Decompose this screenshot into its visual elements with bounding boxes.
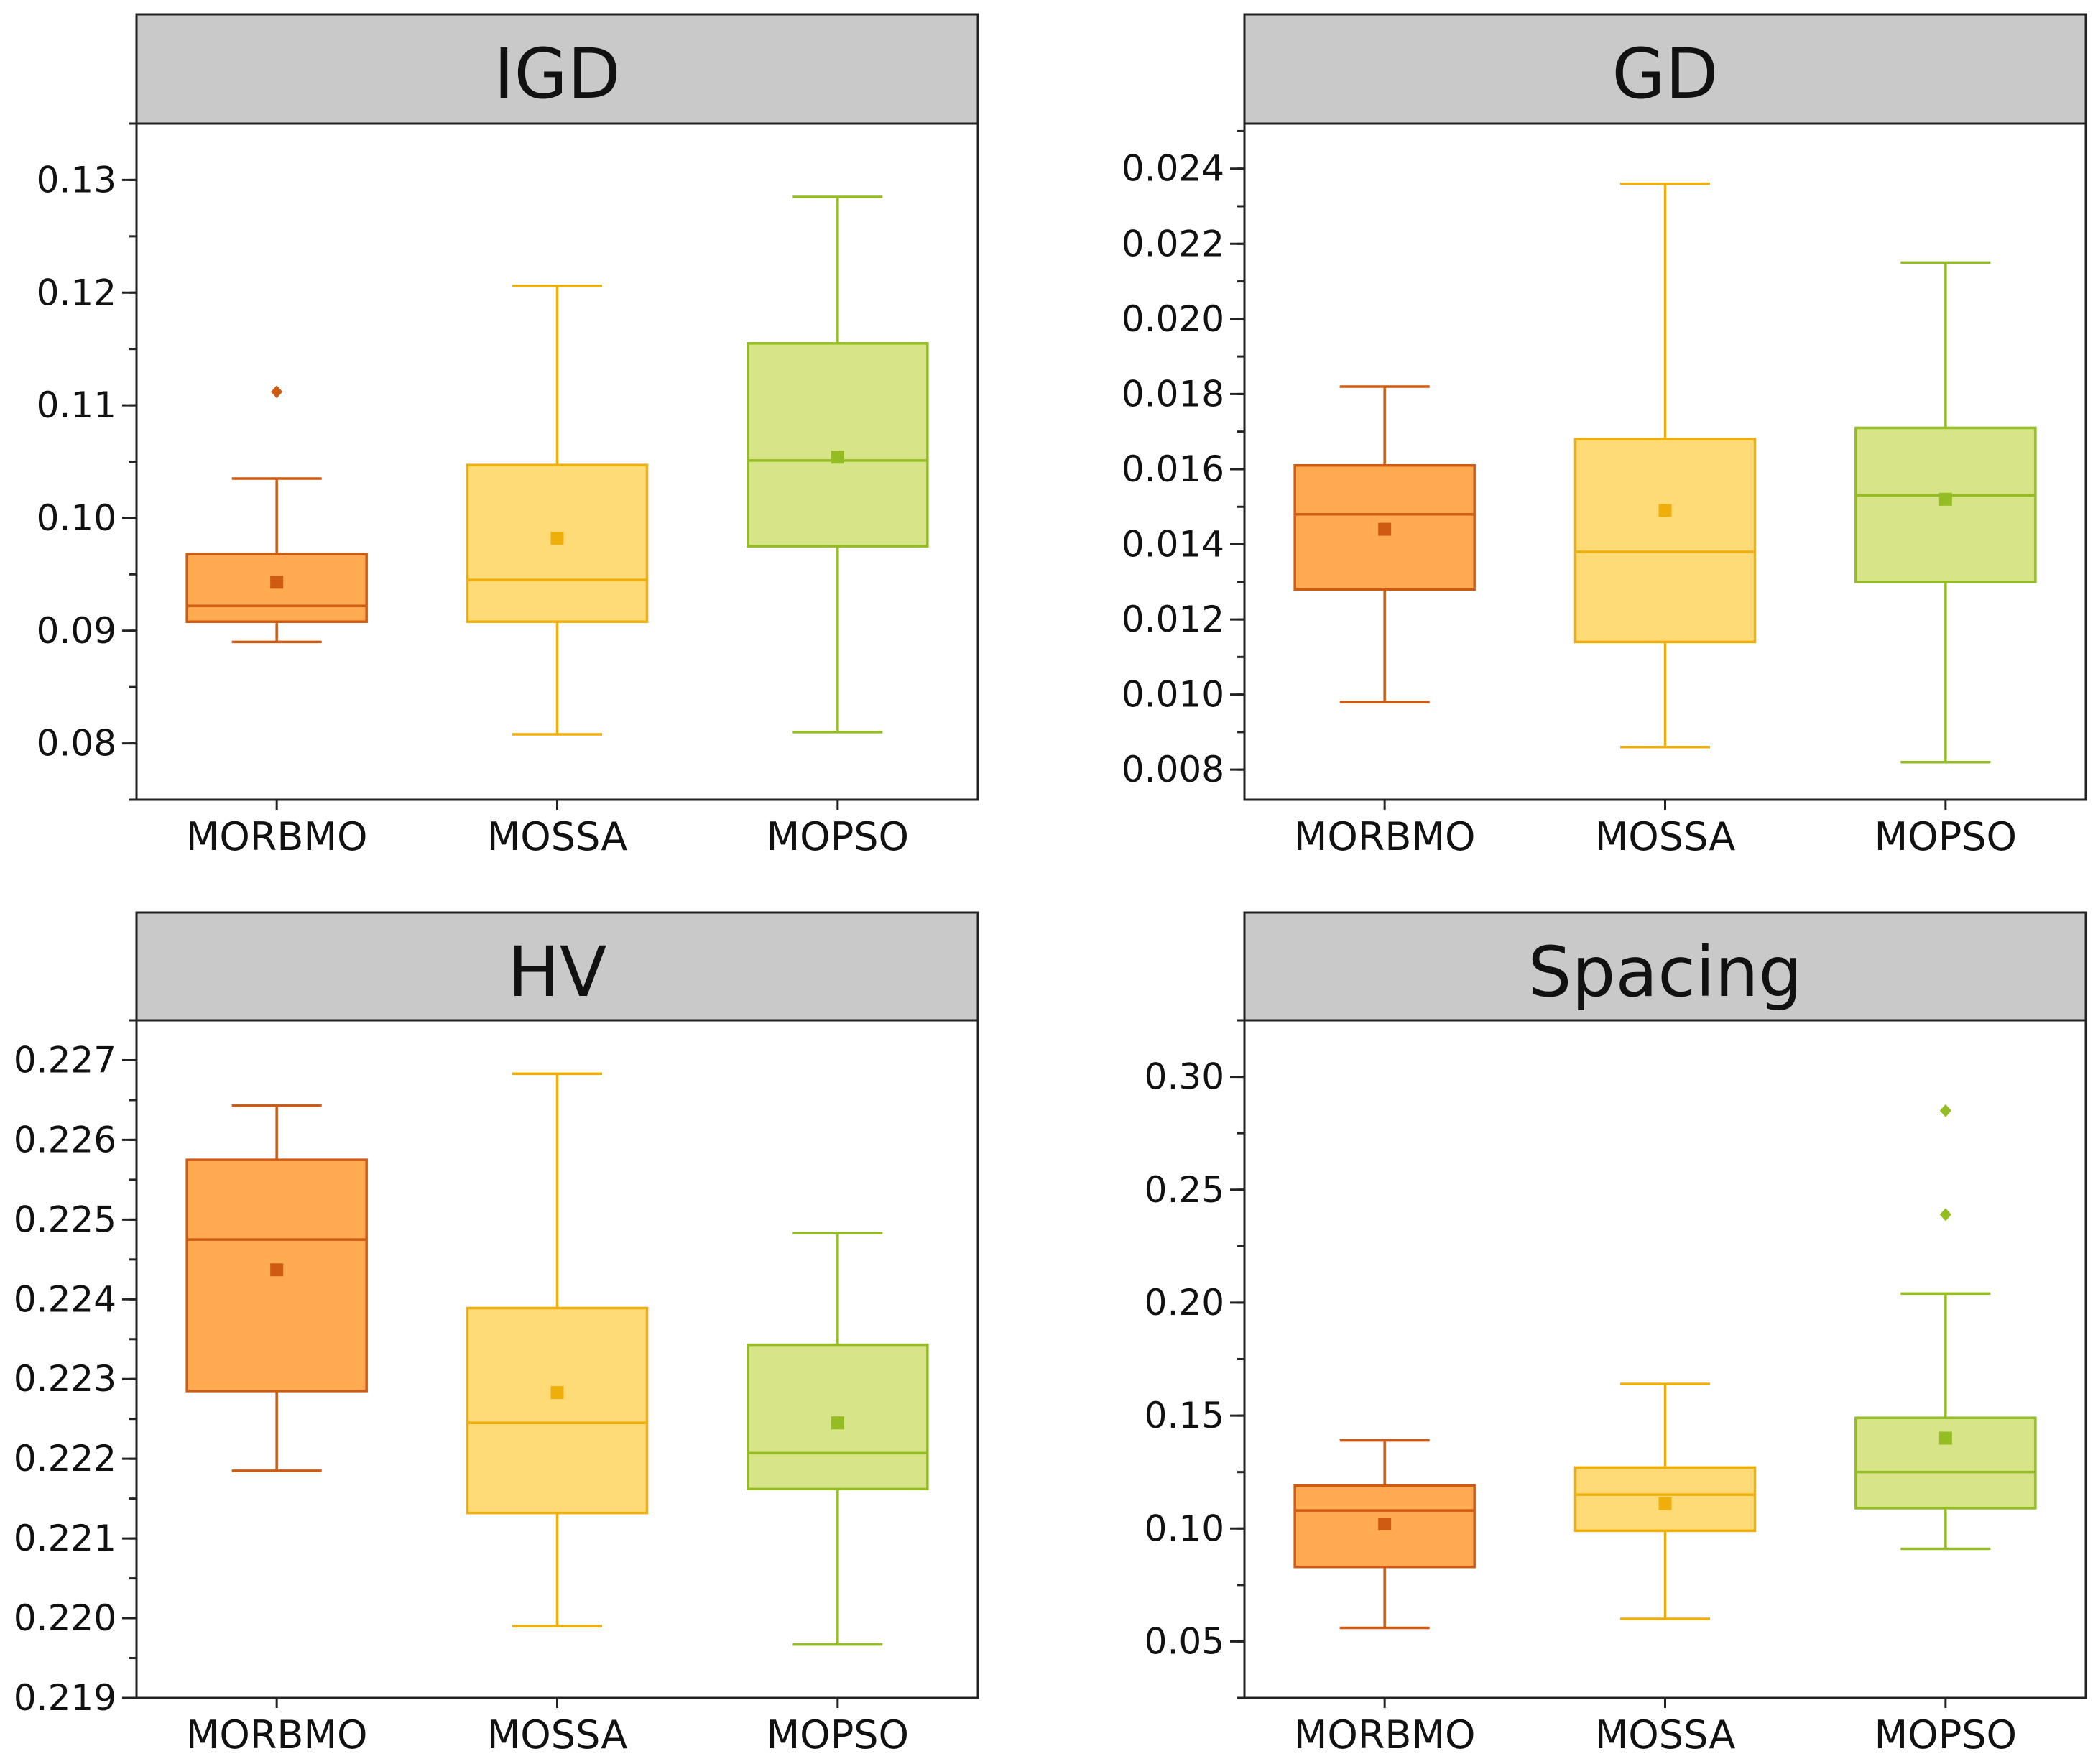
y-tick-label: 0.012 [1122, 599, 1224, 640]
iqr-box [466, 1306, 649, 1515]
panel-title: IGD [494, 34, 621, 114]
y-tick-label: 0.016 [1122, 448, 1224, 490]
chart-panel-igd: IGD 0.08 0.09 0.10 0.11 0.12 0.13 MORBMO MOSSA MO… [37, 13, 979, 859]
panel-header [135, 911, 979, 1022]
y-tick-label: 0.020 [1122, 298, 1224, 340]
y-tick-label: 0.11 [37, 384, 116, 426]
y-tick-label: 0.12 [37, 272, 116, 313]
x-category-label: MORBMO [1294, 814, 1476, 859]
mean-marker [270, 1263, 284, 1277]
box-mopso [1854, 1104, 2037, 1551]
outlier-point [271, 385, 283, 399]
x-category-label: MOPSO [767, 814, 909, 859]
x-category-label: MOPSO [1875, 814, 2017, 859]
mean-marker [831, 451, 844, 464]
y-tick-label: 0.010 [1122, 674, 1224, 716]
y-tick-label: 0.224 [14, 1278, 116, 1320]
mean-marker [550, 532, 564, 545]
iqr-box [747, 342, 929, 548]
y-tick-label: 0.226 [14, 1119, 116, 1160]
mean-marker [550, 1386, 564, 1400]
y-tick-label: 0.08 [37, 723, 116, 765]
mean-marker [1938, 492, 1952, 506]
box-morbmo [1293, 1439, 1476, 1630]
box-morbmo [1293, 385, 1476, 703]
mean-marker [1938, 1431, 1952, 1445]
box-mopso [747, 195, 929, 734]
iqr-box [1574, 438, 1757, 644]
x-category-label: MOSSA [1595, 1712, 1736, 1758]
box-mossa [466, 285, 649, 736]
box-mossa [1574, 1382, 1757, 1620]
outlier-point [1939, 1104, 1951, 1117]
y-tick-label: 0.222 [14, 1438, 116, 1479]
y-tick-label: 0.223 [14, 1358, 116, 1400]
x-category-label: MOPSO [1875, 1712, 2017, 1758]
x-category-label: MORBMO [186, 814, 368, 859]
panel-title: Spacing [1528, 932, 1803, 1012]
chart-panel-hv: HV 0.219 0.220 0.221 0.222 0.223 0.224 0.225 0.2… [14, 911, 979, 1758]
y-tick-label: 0.05 [1145, 1620, 1224, 1662]
box-mossa [466, 1072, 649, 1627]
x-category-label: MOSSA [487, 814, 628, 859]
y-tick-label: 0.13 [37, 159, 116, 200]
y-tick-label: 0.10 [1145, 1507, 1224, 1549]
box-morbmo [185, 1104, 368, 1472]
y-tick-label: 0.219 [14, 1677, 116, 1719]
y-tick-label: 0.20 [1145, 1282, 1224, 1324]
y-tick-label: 0.022 [1122, 223, 1224, 264]
y-tick-label: 0.15 [1145, 1395, 1224, 1436]
chart-panel-spacing: Spacing 0.05 0.10 0.15 0.20 0.25 0.30 MORBMO MOS… [1145, 911, 2087, 1758]
y-tick-label: 0.227 [14, 1039, 116, 1081]
chart-panel-gd: GD 0.008 0.010 0.012 0.014 0.016 0.018 0.020 0.0… [1122, 13, 2087, 859]
y-tick-label: 0.225 [14, 1199, 116, 1240]
iqr-box [1293, 1484, 1476, 1569]
y-tick-label: 0.018 [1122, 373, 1224, 415]
x-category-label: MORBMO [1294, 1712, 1476, 1758]
mean-marker [1378, 522, 1392, 536]
mean-marker [831, 1416, 844, 1430]
y-tick-label: 0.09 [37, 610, 116, 652]
mean-marker [270, 576, 284, 589]
y-tick-label: 0.25 [1145, 1169, 1224, 1211]
iqr-box [1854, 1416, 2037, 1510]
box-mopso [1854, 261, 2037, 764]
y-tick-label: 0.024 [1122, 148, 1224, 190]
panel-title: GD [1612, 34, 1718, 114]
mean-marker [1658, 1497, 1672, 1510]
x-category-label: MOPSO [767, 1712, 909, 1758]
y-tick-label: 0.221 [14, 1518, 116, 1559]
mean-marker [1378, 1517, 1392, 1530]
panel-header [1243, 13, 2087, 125]
x-category-label: MORBMO [186, 1712, 368, 1758]
mean-marker [1658, 504, 1672, 517]
y-tick-label: 0.220 [14, 1597, 116, 1639]
x-category-label: MOSSA [1595, 814, 1736, 859]
y-tick-label: 0.10 [37, 497, 116, 539]
y-tick-label: 0.30 [1145, 1056, 1224, 1098]
box-mopso [747, 1232, 929, 1646]
y-tick-label: 0.008 [1122, 749, 1224, 790]
panel-header [135, 13, 979, 125]
box-mossa [1574, 182, 1757, 749]
outlier-point [1939, 1208, 1951, 1222]
y-tick-label: 0.014 [1122, 524, 1224, 565]
panel-title: HV [508, 932, 607, 1012]
box-morbmo [185, 385, 368, 644]
x-category-label: MOSSA [487, 1712, 628, 1758]
